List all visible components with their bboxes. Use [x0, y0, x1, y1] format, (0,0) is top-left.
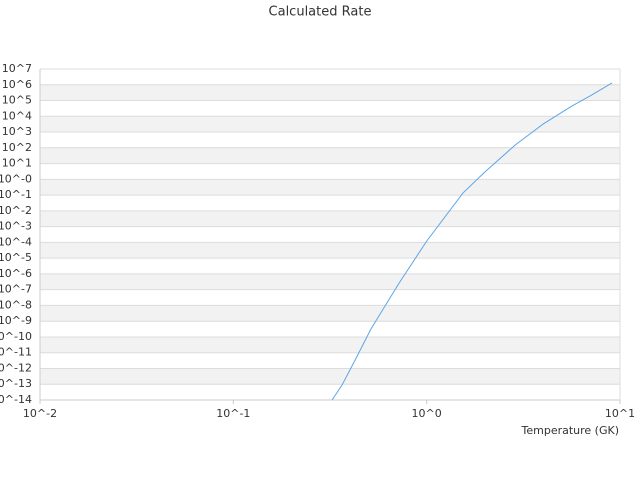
y-tick-label: 10^2 — [2, 141, 32, 154]
y-tick-label: 10^-8 — [0, 298, 32, 311]
grid-band — [40, 163, 620, 180]
grid-band — [40, 336, 620, 353]
y-tick-label: 10^-0 — [0, 172, 32, 185]
y-tick-label: 10^-1 — [0, 188, 32, 201]
grid-band — [40, 242, 620, 259]
y-tick-label: 10^-3 — [0, 220, 32, 233]
grid-band — [40, 100, 620, 117]
grid-band — [40, 226, 620, 243]
x-tick-label: 10^0 — [412, 407, 442, 420]
y-tick-label: 10^1 — [2, 157, 32, 170]
y-tick-label: 10^-4 — [0, 235, 32, 248]
grid-band — [40, 273, 620, 290]
grid-band — [40, 195, 620, 211]
y-tick-label: 10^-7 — [0, 283, 32, 296]
y-tick-label: 10^-10 — [0, 330, 32, 343]
y-tick-label: 10^-11 — [0, 346, 32, 359]
grid-band — [40, 305, 620, 322]
grid-band — [40, 321, 620, 337]
grid-band — [40, 352, 620, 369]
grid-band — [40, 84, 620, 101]
y-tick-label: 10^-6 — [0, 267, 32, 280]
y-tick-label: 10^-2 — [0, 204, 32, 217]
x-tick-label: 10^-1 — [216, 407, 250, 420]
y-tick-label: 10^-12 — [0, 361, 32, 374]
grid-band — [40, 179, 620, 196]
y-tick-label: 10^7 — [2, 62, 32, 75]
chart-title: Calculated Rate — [269, 5, 372, 20]
grid-band — [40, 258, 620, 274]
grid-band — [40, 384, 620, 400]
grid-band — [40, 368, 620, 385]
y-tick-label: 10^5 — [2, 94, 32, 107]
grid-band — [40, 289, 620, 306]
x-tick-label: 10^1 — [605, 407, 635, 420]
grid-band — [40, 147, 620, 164]
y-tick-label: 10^6 — [2, 78, 32, 91]
y-tick-label: 10^-14 — [0, 393, 32, 406]
data-line — [331, 82, 613, 400]
grid-band — [40, 210, 620, 227]
y-tick-label: 10^-5 — [0, 251, 32, 264]
grid-band — [40, 132, 620, 148]
y-tick-label: 10^-13 — [0, 377, 32, 390]
y-tick-label: 10^-9 — [0, 314, 32, 327]
grid-band — [40, 69, 620, 85]
x-axis-label: Temperature (GK) — [521, 424, 620, 437]
y-tick-label: 10^4 — [2, 109, 32, 122]
y-tick-label: 10^3 — [2, 125, 32, 138]
grid-band — [40, 116, 620, 133]
x-tick-label: 10^-2 — [23, 407, 57, 420]
